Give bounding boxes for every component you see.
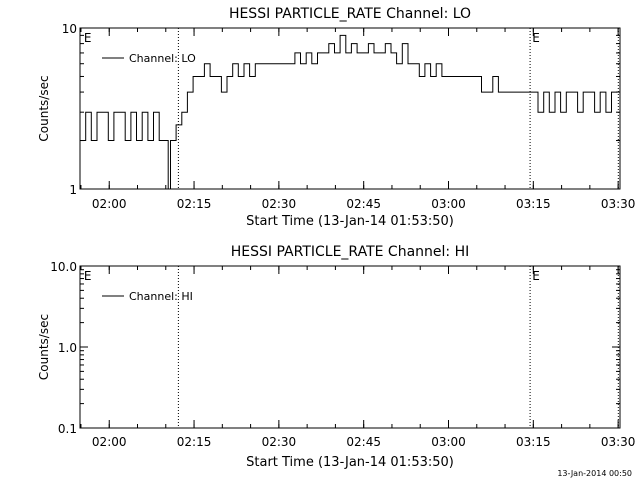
legend-label: Channel: HI: [129, 290, 193, 303]
y-tick-label: 10.0: [50, 260, 77, 274]
chart-title: HESSI PARTICLE_RATE Channel: HI: [231, 244, 469, 260]
x-tick-label: 03:30: [601, 197, 636, 211]
x-tick-label: 03:15: [516, 197, 551, 211]
annotation-label: E: [532, 31, 540, 45]
x-tick-label: 02:45: [346, 197, 381, 211]
y-axis-label: Counts/sec: [37, 75, 51, 141]
x-axis-label: Start Time (13-Jan-14 01:53:50): [246, 455, 454, 470]
plot-frame: [79, 27, 621, 190]
x-tick-label: 02:30: [262, 435, 297, 449]
y-tick-label: 10: [62, 22, 77, 36]
x-tick-label: 02:15: [177, 435, 212, 449]
x-tick-label: 03:00: [431, 197, 466, 211]
y-axis-label: Counts/sec: [37, 314, 51, 380]
x-tick-label: 02:30: [262, 197, 297, 211]
x-tick-label: 03:00: [431, 435, 466, 449]
x-tick-label: 02:00: [92, 435, 127, 449]
y-tick-label: 1.0: [58, 341, 77, 355]
x-tick-label: 02:00: [92, 197, 127, 211]
x-tick-label: 02:45: [346, 435, 381, 449]
annotation-label: E: [84, 31, 92, 45]
y-tick-label: 1: [69, 183, 77, 197]
annotation-label: E: [84, 269, 92, 283]
chart-title: HESSI PARTICLE_RATE Channel: LO: [229, 6, 471, 22]
series-line: [80, 34, 618, 190]
x-axis-label: Start Time (13-Jan-14 01:53:50): [246, 214, 454, 229]
legend-label: Channel: LO: [129, 52, 196, 65]
x-tick-label: 03:30: [601, 435, 636, 449]
x-tick-label: 02:15: [177, 197, 212, 211]
annotation-label: E: [532, 269, 540, 283]
footer-timestamp: 13-Jan-2014 00:50: [557, 469, 632, 478]
y-tick-label: 0.1: [58, 422, 77, 436]
x-tick-label: 03:15: [516, 435, 551, 449]
